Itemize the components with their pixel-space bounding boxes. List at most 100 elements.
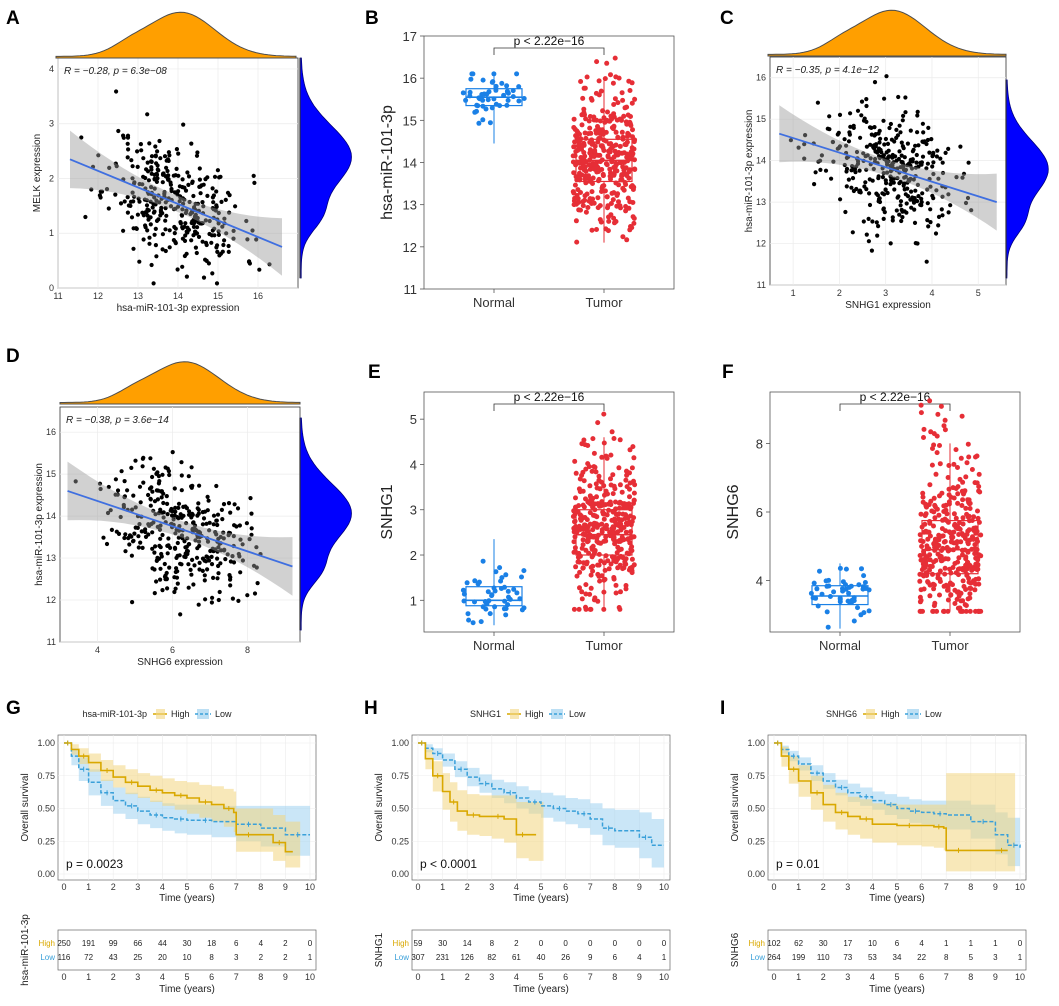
scatter-point xyxy=(138,142,143,147)
scatter-point xyxy=(152,591,157,596)
scatter-point xyxy=(150,530,155,535)
x-tick-label: 5 xyxy=(976,288,981,298)
scatter-point xyxy=(862,184,867,189)
scatter-point xyxy=(169,506,174,512)
y-axis-label: Overall survival xyxy=(730,773,741,841)
scatter-point xyxy=(867,191,872,196)
jitter-point xyxy=(608,482,614,488)
y-axis-label: Overall survival xyxy=(20,773,31,841)
jitter-point xyxy=(627,565,633,571)
jitter-point xyxy=(925,580,931,585)
scatter-point xyxy=(931,160,936,165)
jitter-point xyxy=(592,162,598,168)
jitter-point xyxy=(831,589,837,595)
jitter-point xyxy=(612,164,618,169)
jitter-point xyxy=(948,530,954,536)
scatter-point xyxy=(231,534,236,539)
jitter-point xyxy=(630,444,636,450)
scatter-point xyxy=(844,143,849,148)
scatter-point xyxy=(154,172,160,177)
scatter-point xyxy=(191,582,196,587)
scatter-point xyxy=(162,561,167,567)
correlation-annotation: R = −0.35, p = 4.1e−12 xyxy=(776,65,879,76)
jitter-point xyxy=(498,578,504,584)
scatter-point xyxy=(167,228,172,233)
x-tick-label: Tumor xyxy=(931,638,969,653)
scatter-point xyxy=(158,213,163,218)
scatter-point xyxy=(878,136,883,141)
scatter-point xyxy=(165,511,170,517)
scatter-point xyxy=(152,499,158,504)
scatter-point xyxy=(212,226,217,231)
jitter-point xyxy=(504,102,510,108)
scatter-point xyxy=(164,213,169,218)
scatter-point xyxy=(812,182,817,187)
scatter-point xyxy=(101,535,106,540)
x-tick-label: 4 xyxy=(160,882,165,892)
risk-number: 1 xyxy=(308,953,313,962)
scatter-point xyxy=(864,103,869,109)
scatter-point xyxy=(859,113,864,118)
jitter-point xyxy=(583,135,589,141)
scatter-point xyxy=(195,506,200,511)
jitter-point xyxy=(592,148,598,153)
risk-x-tick-label: 0 xyxy=(415,972,420,982)
jitter-point xyxy=(950,534,956,540)
jitter-point xyxy=(601,516,607,522)
jitter-point xyxy=(942,417,948,423)
jitter-point xyxy=(582,112,587,118)
risk-x-tick-label: 0 xyxy=(771,972,776,982)
scatter-point xyxy=(151,508,156,513)
jitter-point xyxy=(594,494,599,500)
scatter-point xyxy=(230,554,235,559)
scatter-point xyxy=(186,585,191,590)
scatter-point xyxy=(131,493,136,498)
jitter-point xyxy=(931,495,937,501)
jitter-point xyxy=(603,553,609,559)
scatter-point xyxy=(157,200,162,205)
scatter-point xyxy=(863,180,868,185)
jitter-point xyxy=(815,603,821,609)
scatter-point xyxy=(196,234,202,239)
risk-number: 4 xyxy=(259,939,264,948)
jitter-point xyxy=(476,120,482,126)
scatter-point xyxy=(903,167,909,172)
jitter-point xyxy=(588,495,594,500)
jitter-point xyxy=(597,131,603,136)
jitter-point xyxy=(610,491,616,497)
scatter-point xyxy=(216,571,221,576)
y-tick-label: 11 xyxy=(404,282,418,297)
jitter-point xyxy=(957,605,963,611)
scatter-point xyxy=(183,210,188,216)
jitter-point xyxy=(601,577,607,583)
scatter-point xyxy=(850,230,855,235)
jitter-point xyxy=(585,461,591,467)
jitter-point xyxy=(848,583,854,589)
scatter-point xyxy=(249,532,254,537)
jitter-point xyxy=(961,584,967,589)
jitter-point xyxy=(921,549,927,555)
scatter-point xyxy=(180,177,185,182)
scatter-point xyxy=(857,189,862,194)
jitter-point xyxy=(627,486,632,492)
scatter-point xyxy=(118,514,123,520)
jitter-point xyxy=(601,411,607,417)
scatter-point xyxy=(844,184,849,189)
scatter-point xyxy=(251,173,256,178)
scatter-point xyxy=(191,224,196,229)
scatter-point xyxy=(902,155,907,160)
scatter-point xyxy=(175,553,180,558)
scatter-point xyxy=(161,515,166,520)
scatter-point xyxy=(916,194,921,199)
risk-number: 231 xyxy=(436,953,450,962)
jitter-point xyxy=(937,568,943,574)
panel-letter-H: H xyxy=(364,698,378,719)
jitter-point xyxy=(608,476,613,482)
scatter-point xyxy=(192,221,197,226)
jitter-point xyxy=(571,539,577,545)
scatter-point xyxy=(129,158,134,163)
jitter-point xyxy=(503,612,509,618)
jitter-point xyxy=(608,173,614,179)
jitter-point xyxy=(846,590,852,596)
